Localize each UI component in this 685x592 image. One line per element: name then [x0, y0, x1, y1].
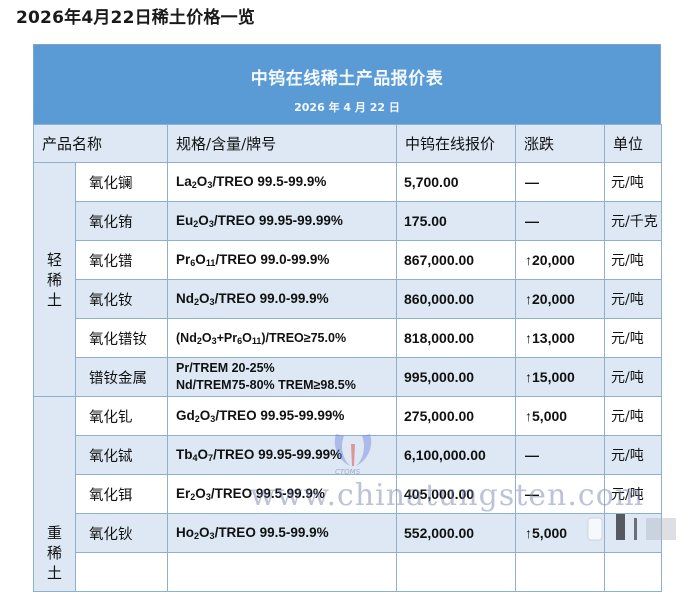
product-unit — [604, 513, 663, 553]
product-price: 860,000.00 — [396, 279, 517, 319]
price-table: 中钨在线稀土产品报价表 2026 年 4 月 22 日 产品名称 规格/含量/牌… — [32, 44, 663, 592]
product-spec: Nd2O3/TREO 99.0-99.9% — [167, 279, 398, 319]
product-price: 6,100,000.00 — [396, 435, 517, 475]
product-name: 镨钕金属 — [74, 357, 169, 397]
product-name: 氧化钕 — [74, 279, 169, 319]
product-unit: 元/吨 — [604, 279, 663, 319]
product-unit: 元/吨 — [604, 357, 663, 397]
category-heavy-rare-earth: 重 稀 土 — [33, 396, 76, 592]
product-spec: Tb4O7/TREO 99.95-99.99% — [167, 435, 398, 475]
product-change: ↑5,000 — [515, 513, 606, 553]
product-change: — — [515, 162, 606, 202]
header-product-name: 产品名称 — [32, 124, 169, 163]
product-change: — — [515, 435, 606, 475]
header-price: 中钨在线报价 — [396, 124, 517, 163]
product-price: 275,000.00 — [396, 396, 517, 436]
table-row: 氧化镨 Pr6O11/TREO 99.0-99.9% 867,000.00 ↑2… — [34, 240, 663, 280]
product-spec: Pr6O11/TREO 99.0-99.9% — [167, 240, 398, 280]
product-unit: 元/千克 — [604, 201, 663, 241]
table-row: 氧化钬 Ho2O3/TREO 99.5-99.9% 552,000.00 ↑5,… — [34, 513, 663, 553]
table-row: 轻 稀 土 氧化镧 La2O3/TREO 99.5-99.9% 5,700.00… — [33, 162, 663, 397]
product-price: 5,700.00 — [396, 162, 517, 202]
product-name: 氧化钆 — [74, 396, 169, 436]
product-name: 氧化铒 — [74, 474, 169, 514]
product-spec: Er2O3/TREO 99.5-99.9% — [167, 474, 398, 514]
product-name: 氧化镨钕 — [74, 318, 169, 358]
product-name: 氧化铽 — [74, 435, 169, 475]
product-price: 552,000.00 — [396, 513, 517, 553]
header-change: 涨跌 — [515, 124, 606, 163]
table-title: 中钨在线稀土产品报价表 — [250, 69, 444, 89]
table-row: 氧化铽 Tb4O7/TREO 99.95-99.99% 6,100,000.00… — [34, 435, 663, 475]
product-name: 氧化铕 — [74, 201, 169, 241]
product-price: 818,000.00 — [396, 318, 517, 358]
table-date: 2026 年 4 月 22 日 — [294, 101, 400, 114]
product-price: 175.00 — [396, 201, 517, 241]
product-spec: La2O3/TREO 99.5-99.9% — [167, 162, 398, 202]
product-spec: Ho2O3/TREO 99.5-99.9% — [167, 513, 398, 553]
product-unit: 元/吨 — [604, 474, 663, 514]
product-change: ↑20,000 — [515, 279, 606, 319]
product-unit: 元/吨 — [604, 318, 663, 358]
page-title: 2026年4月22日稀土价格一览 — [16, 8, 255, 28]
header-spec: 规格/含量/牌号 — [167, 124, 398, 163]
table-banner: 中钨在线稀土产品报价表 2026 年 4 月 22 日 — [33, 44, 661, 124]
product-unit: 元/吨 — [604, 240, 663, 280]
product-spec: Gd2O3/TREO 99.95-99.99% — [167, 396, 398, 436]
category-light-rare-earth: 轻 稀 土 — [33, 162, 76, 397]
product-price: 867,000.00 — [396, 240, 517, 280]
table-row: 氧化铒 Er2O3/TREO 99.5-99.9% 405,000.00 — 元… — [34, 474, 663, 514]
product-spec: (Nd2O3+Pr6O11)/TREO≥75.0% — [167, 318, 398, 358]
price-grid: 产品名称 规格/含量/牌号 中钨在线报价 涨跌 单位 轻 稀 土 氧化镧 La2… — [32, 124, 663, 592]
table-row: 氧化铕 Eu2O3/TREO 99.95-99.99% 175.00 — 元/千… — [34, 201, 663, 241]
product-change: — — [515, 201, 606, 241]
product-change: ↑5,000 — [515, 396, 606, 436]
header-unit: 单位 — [604, 124, 663, 163]
table-row — [34, 552, 663, 592]
header-row: 产品名称 规格/含量/牌号 中钨在线报价 涨跌 单位 — [32, 124, 663, 163]
product-spec: Eu2O3/TREO 99.95-99.99% — [167, 201, 398, 241]
product-price: 995,000.00 — [396, 357, 517, 397]
product-unit: 元/吨 — [604, 435, 663, 475]
table-row: 镨钕金属 Pr/TREM 20-25% Nd/TREM75-80% TREM≥9… — [34, 357, 663, 397]
product-change: ↑15,000 — [515, 357, 606, 397]
product-name: 氧化镧 — [74, 162, 169, 202]
table-row: 氧化钕 Nd2O3/TREO 99.0-99.9% 860,000.00 ↑20… — [34, 279, 663, 319]
product-change: — — [515, 474, 606, 514]
product-price: 405,000.00 — [396, 474, 517, 514]
product-name: 氧化钬 — [74, 513, 169, 553]
product-unit: 元/吨 — [604, 162, 663, 202]
product-unit: 元/吨 — [604, 396, 663, 436]
product-name: 氧化镨 — [74, 240, 169, 280]
product-change: ↑20,000 — [515, 240, 606, 280]
product-change: ↑13,000 — [515, 318, 606, 358]
product-spec: Pr/TREM 20-25% Nd/TREM75-80% TREM≥98.5% — [167, 357, 398, 397]
table-row: 氧化镨钕 (Nd2O3+Pr6O11)/TREO≥75.0% 818,000.0… — [34, 318, 663, 358]
table-row: 重 稀 土 氧化钆 Gd2O3/TREO 99.95-99.99% 275,00… — [33, 396, 663, 592]
